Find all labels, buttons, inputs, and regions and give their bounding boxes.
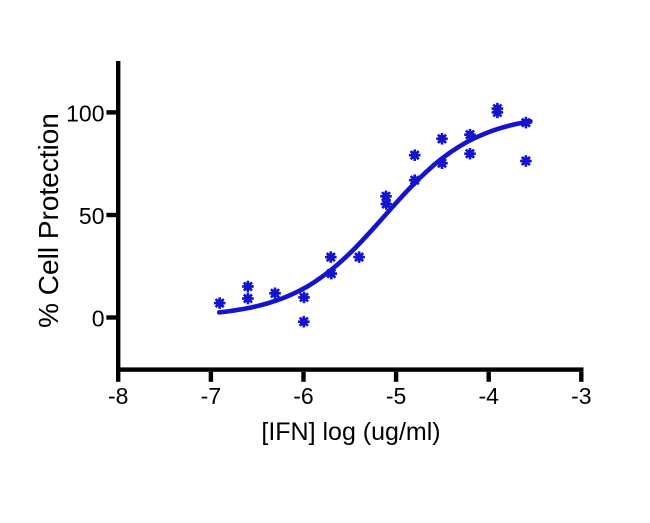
svg-text:50: 50 [79,203,105,229]
svg-text:[IFN] log (ug/ml): [IFN] log (ug/ml) [261,418,440,446]
svg-text:% Cell Protection: % Cell Protection [33,113,64,328]
svg-text:-4: -4 [478,383,499,409]
svg-text:-8: -8 [108,383,128,409]
svg-text:0: 0 [92,305,105,331]
svg-text:-3: -3 [571,383,591,409]
svg-text:-5: -5 [386,383,406,409]
svg-text:-6: -6 [293,383,313,409]
svg-text:100: 100 [66,100,104,126]
svg-text:-7: -7 [201,383,221,409]
